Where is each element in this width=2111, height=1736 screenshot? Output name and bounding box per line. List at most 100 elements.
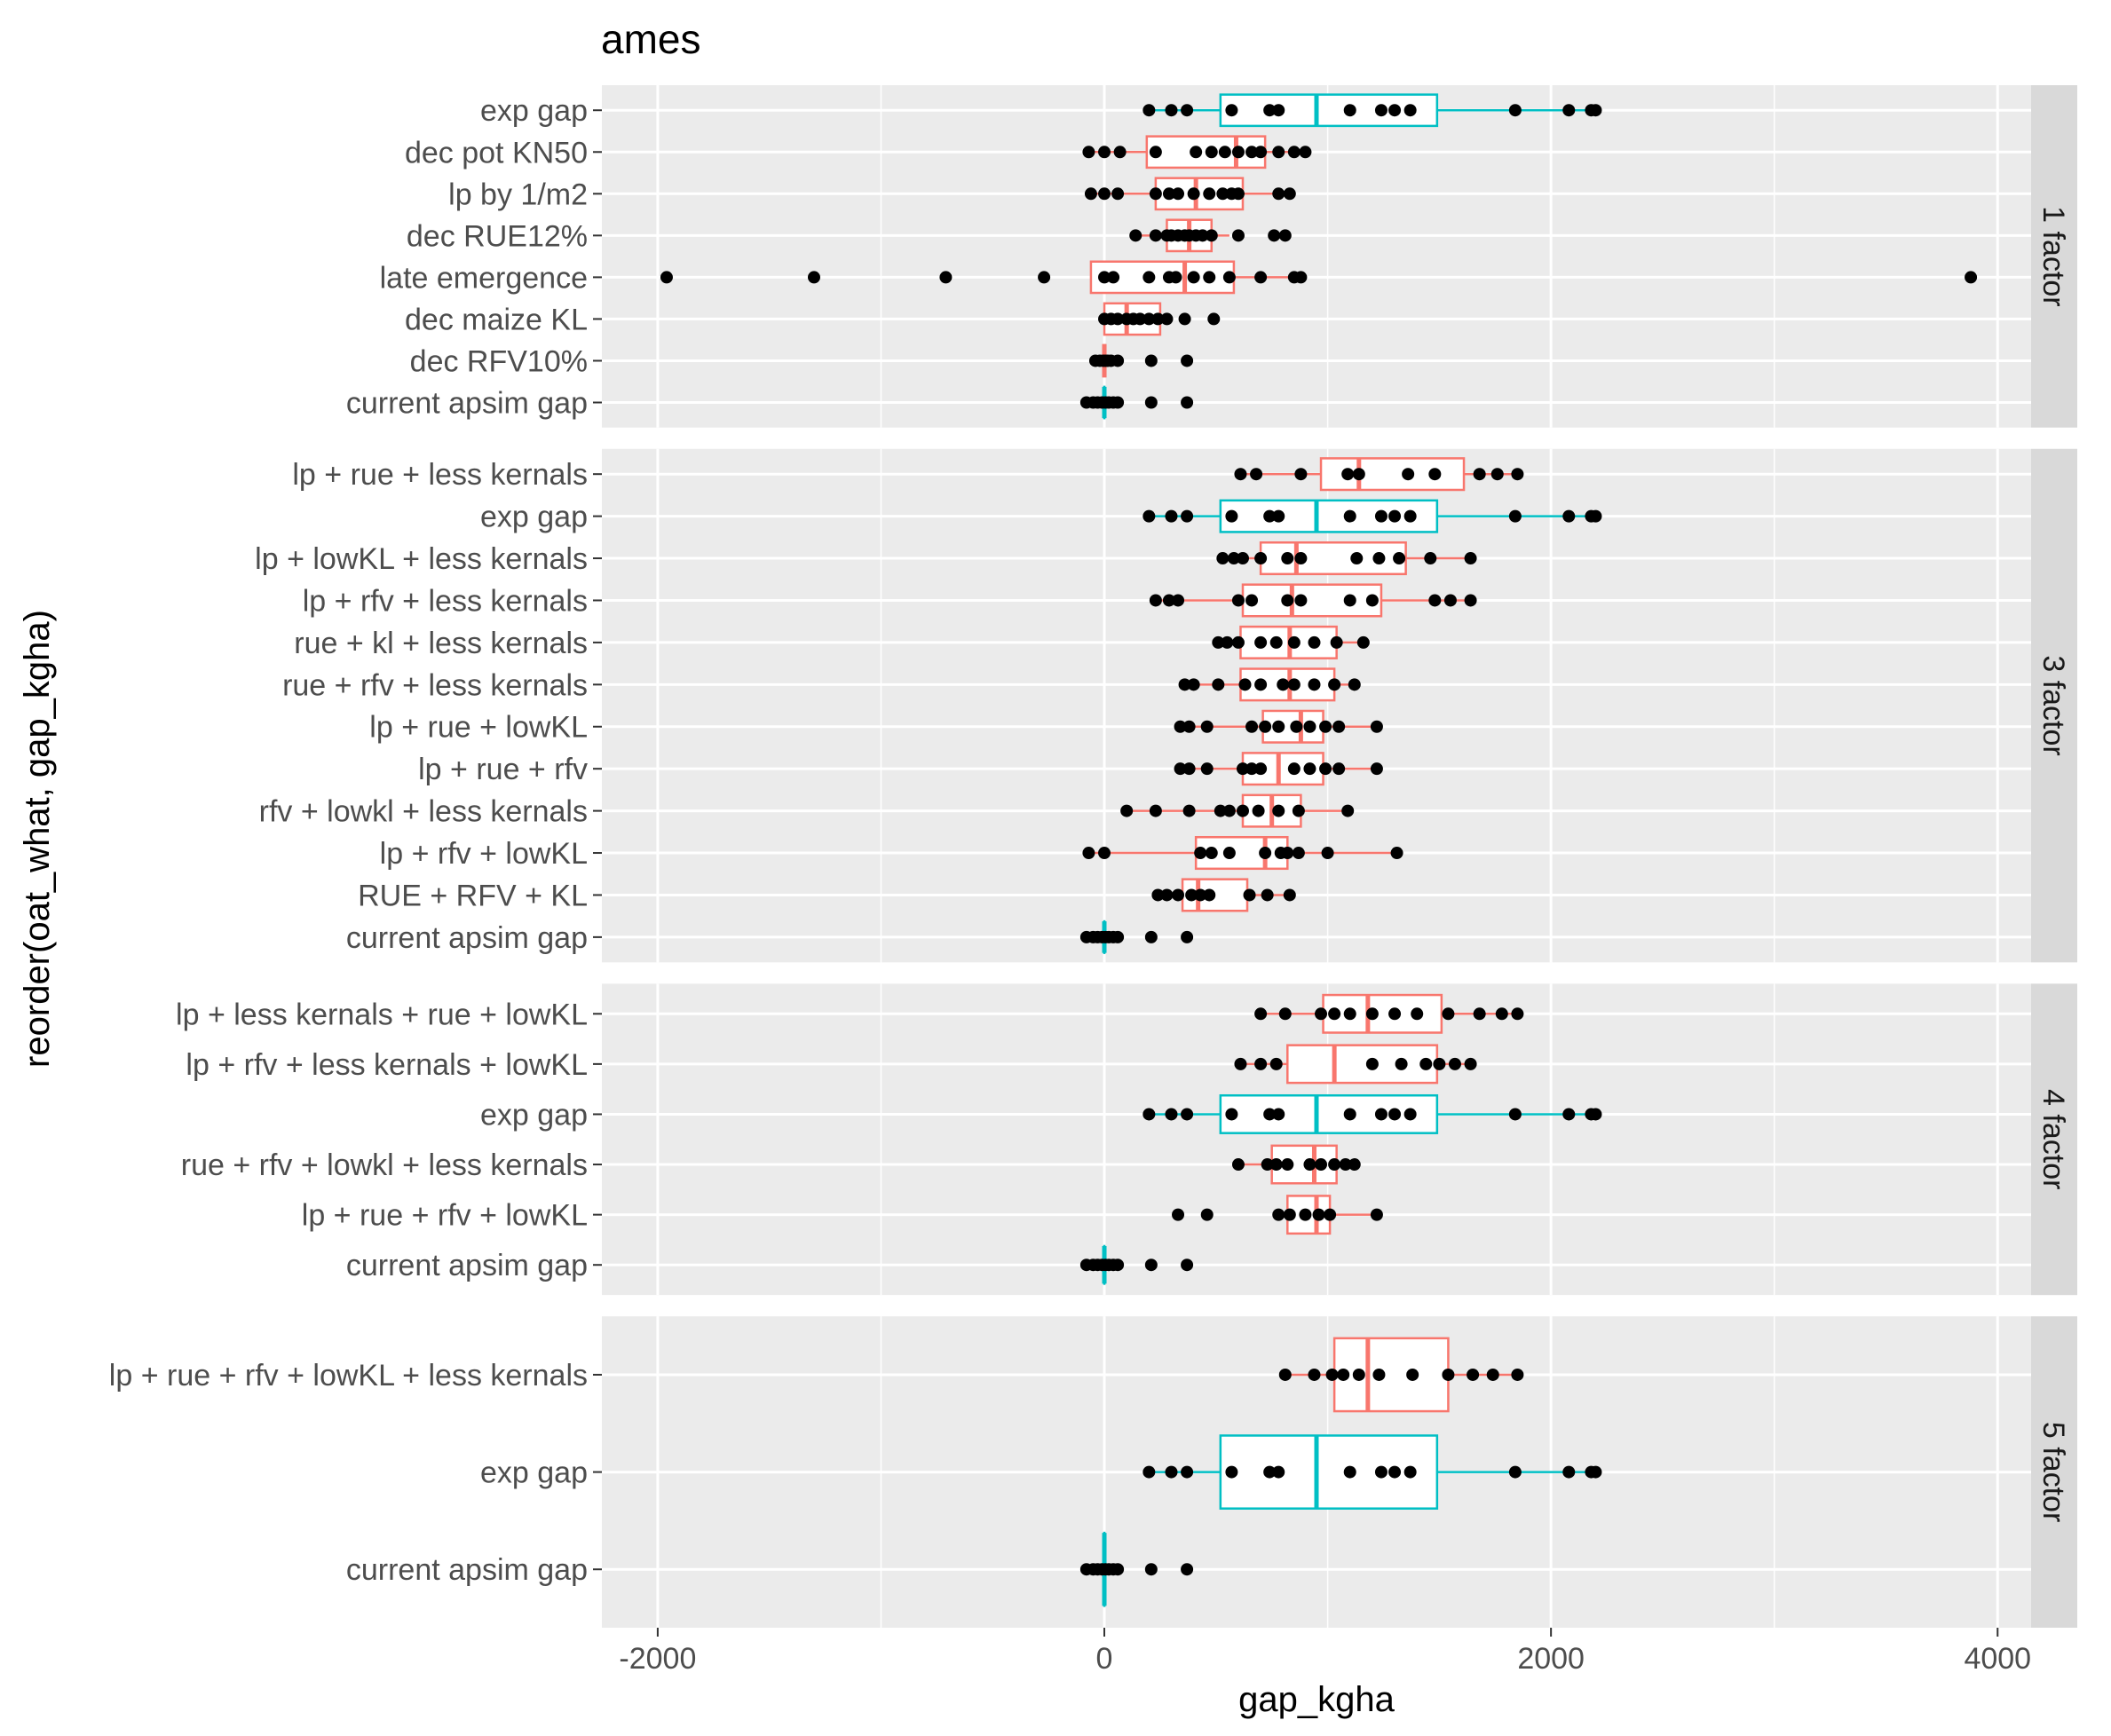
data-point bbox=[1388, 1465, 1402, 1479]
data-point bbox=[1428, 594, 1442, 607]
data-point bbox=[1098, 187, 1111, 201]
y-tick-label: lp + less kernals + rue + lowKL bbox=[176, 998, 588, 1031]
data-point bbox=[1343, 1108, 1356, 1121]
facet-strip-label: 5 factor bbox=[2036, 1422, 2070, 1522]
data-point bbox=[1181, 354, 1194, 367]
data-point bbox=[1308, 1368, 1321, 1381]
data-point bbox=[1231, 635, 1245, 649]
data-point bbox=[1144, 354, 1158, 367]
boxplot-group bbox=[1098, 302, 1221, 336]
y-tick-label: lp + rue + rfv bbox=[418, 753, 588, 786]
data-point bbox=[1172, 187, 1185, 201]
y-tick-label: lp + rue + rfv + lowKL bbox=[302, 1199, 588, 1233]
box bbox=[1219, 1434, 1439, 1510]
boxplot-group bbox=[1174, 752, 1383, 786]
data-point bbox=[1315, 1007, 1328, 1021]
data-point bbox=[1200, 1208, 1214, 1221]
y-tick-label: current apsim gap bbox=[346, 387, 588, 421]
y-tick-label: exp gap bbox=[480, 501, 588, 534]
y-tick-label: lp + lowKL + less kernals bbox=[255, 542, 588, 576]
boxplot-group bbox=[1082, 835, 1403, 871]
data-point bbox=[1111, 312, 1125, 326]
data-point bbox=[1511, 468, 1524, 481]
data-point bbox=[1144, 1563, 1158, 1576]
data-point bbox=[1221, 635, 1234, 649]
data-point bbox=[1254, 1057, 1268, 1070]
data-point bbox=[1203, 888, 1216, 902]
data-point bbox=[1290, 720, 1303, 733]
data-point bbox=[1370, 762, 1383, 776]
data-point bbox=[1111, 1563, 1125, 1576]
data-point bbox=[1172, 1208, 1185, 1221]
data-point bbox=[1319, 720, 1332, 733]
data-point bbox=[1343, 509, 1356, 523]
data-point bbox=[1319, 762, 1332, 776]
data-point bbox=[1178, 312, 1191, 326]
box bbox=[1332, 1337, 1450, 1413]
boxplot-group bbox=[1178, 667, 1361, 702]
y-tick-label: rue + rfv + lowkl + less kernals bbox=[181, 1148, 588, 1182]
data-point bbox=[1312, 1208, 1325, 1221]
data-point bbox=[1236, 762, 1249, 776]
data-point bbox=[1388, 509, 1402, 523]
y-tick-label: late emergence bbox=[380, 261, 588, 295]
boxplot-group bbox=[1142, 1093, 1602, 1134]
data-point bbox=[1374, 1108, 1388, 1121]
boxplot-group bbox=[1129, 218, 1292, 253]
data-point bbox=[1328, 1007, 1341, 1021]
data-point bbox=[1308, 635, 1321, 649]
boxplot-group bbox=[1142, 93, 1602, 128]
data-point bbox=[1281, 847, 1294, 860]
data-point bbox=[1082, 847, 1095, 860]
box bbox=[1219, 499, 1439, 533]
facet-strip bbox=[2031, 1316, 2077, 1628]
data-point bbox=[1222, 847, 1236, 860]
data-point bbox=[1467, 1368, 1480, 1381]
boxplot-group bbox=[660, 260, 1978, 295]
data-point bbox=[1464, 1057, 1477, 1070]
data-point bbox=[1965, 271, 1978, 284]
data-point bbox=[1182, 720, 1196, 733]
data-point bbox=[1303, 720, 1316, 733]
box bbox=[1219, 1093, 1439, 1134]
data-point bbox=[1144, 930, 1158, 943]
y-tick-label: rue + rfv + less kernals bbox=[282, 668, 588, 702]
boxplot-group bbox=[1231, 1144, 1361, 1185]
data-point bbox=[1403, 104, 1417, 117]
data-point bbox=[1268, 229, 1281, 242]
y-tick-label: exp gap bbox=[480, 1098, 588, 1132]
data-point bbox=[1365, 1007, 1379, 1021]
data-point bbox=[1348, 678, 1361, 691]
data-point bbox=[1589, 1108, 1602, 1121]
data-point bbox=[1511, 1007, 1524, 1021]
data-point bbox=[1151, 312, 1165, 326]
data-point bbox=[1589, 509, 1602, 523]
data-point bbox=[1214, 804, 1227, 817]
y-tick-label: rue + kl + less kernals bbox=[294, 627, 588, 660]
data-point bbox=[1388, 1007, 1402, 1021]
data-point bbox=[1308, 678, 1321, 691]
data-point bbox=[1272, 1108, 1285, 1121]
data-point bbox=[1403, 509, 1417, 523]
y-tick-label: dec RFV10% bbox=[410, 344, 588, 378]
data-point bbox=[660, 271, 673, 284]
data-point bbox=[1212, 635, 1225, 649]
data-point bbox=[1337, 1368, 1350, 1381]
boxplot-group bbox=[1278, 1337, 1524, 1413]
data-point bbox=[1231, 146, 1245, 159]
data-point bbox=[1182, 804, 1196, 817]
data-point bbox=[1370, 720, 1383, 733]
data-point bbox=[1332, 762, 1346, 776]
y-tick-label: current apsim gap bbox=[346, 1249, 588, 1282]
data-point bbox=[1254, 552, 1268, 565]
data-point bbox=[1254, 146, 1268, 159]
data-point bbox=[1321, 847, 1334, 860]
y-tick-label: lp + rfv + less kernals bbox=[303, 584, 588, 618]
data-point bbox=[1111, 396, 1125, 409]
data-point bbox=[1172, 888, 1185, 902]
data-point bbox=[1082, 146, 1095, 159]
y-tick-label: rfv + lowkl + less kernals bbox=[259, 795, 588, 829]
boxplot-group bbox=[1120, 793, 1355, 828]
data-point bbox=[1442, 1368, 1455, 1381]
